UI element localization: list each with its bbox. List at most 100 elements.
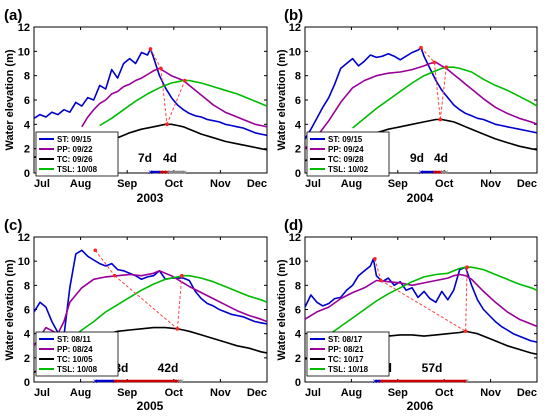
y-tick-label: 10 bbox=[289, 256, 301, 268]
lag-cross-marker: × bbox=[373, 377, 378, 386]
y-tick-label: 0 bbox=[295, 168, 301, 180]
peak-connector bbox=[433, 62, 441, 120]
panel-2005: (c) Water elevation (m) 0 2 4 6 8 10 12 Jul Aug Sep… bbox=[4, 217, 268, 413]
peak-marker bbox=[93, 248, 98, 253]
lag-label: 4d bbox=[163, 151, 177, 165]
year-label: 2006 bbox=[407, 399, 434, 413]
panel-2003: (a) Water elevation (m) 0 2 4 6 8 10 12 Jul Aug Sep… bbox=[4, 7, 268, 205]
lag-cross-marker: × bbox=[165, 168, 170, 177]
y-tick-label: 10 bbox=[289, 46, 301, 58]
y-tick-label: 4 bbox=[24, 119, 31, 131]
x-tick-label: Oct bbox=[165, 178, 184, 190]
y-tick-label: 2 bbox=[295, 144, 301, 156]
lag-label: 7d bbox=[138, 151, 152, 165]
y-tick-label: 12 bbox=[18, 232, 30, 244]
legend-entry: ST: 09/15 bbox=[328, 135, 363, 144]
year-label: 2003 bbox=[137, 191, 164, 205]
peak-connector bbox=[150, 48, 162, 69]
legend-entry: TSL: 10/18 bbox=[328, 365, 369, 374]
peak-connector bbox=[380, 280, 466, 332]
legend-entry: ST: 08/11 bbox=[57, 335, 91, 344]
legend-entry: TC: 09/26 bbox=[57, 155, 93, 164]
y-tick-label: 8 bbox=[24, 71, 30, 83]
lag-label: 42d bbox=[158, 361, 179, 375]
x-tick-label: Nov bbox=[210, 178, 232, 190]
x-tick-label: Jul bbox=[305, 387, 321, 399]
y-tick-label: 2 bbox=[295, 353, 301, 365]
series-line-1 bbox=[34, 269, 267, 347]
legend-entry: ST: 09/15 bbox=[57, 135, 92, 144]
x-tick-label: Sep bbox=[117, 387, 137, 399]
x-tick-label: Dec bbox=[517, 387, 537, 399]
x-tick-label: Dec bbox=[517, 178, 537, 190]
legend-entry: PP: 09/24 bbox=[328, 145, 364, 154]
peak-connector bbox=[374, 258, 382, 281]
peak-connector bbox=[439, 67, 447, 120]
x-tick-label: Sep bbox=[388, 387, 408, 399]
y-tick-label: 4 bbox=[24, 329, 31, 341]
peak-marker bbox=[463, 329, 468, 334]
y-tick-label: 12 bbox=[289, 22, 301, 34]
series-line-0 bbox=[34, 249, 267, 337]
y-tick-label: 8 bbox=[24, 280, 30, 292]
legend-entry: PP: 09/22 bbox=[57, 145, 93, 154]
x-tick-label: Sep bbox=[117, 178, 137, 190]
x-tick-label: Dec bbox=[247, 387, 267, 399]
peak-marker bbox=[148, 47, 153, 51]
x-tick-label: Jul bbox=[34, 387, 50, 399]
x-tick-label: Nov bbox=[210, 387, 232, 399]
lag-cross-marker: × bbox=[180, 377, 185, 386]
y-tick-label: 0 bbox=[24, 377, 30, 389]
panel-label: (d) bbox=[284, 217, 303, 234]
y-tick-label: 6 bbox=[295, 95, 301, 107]
panel-2004: (b) Water elevation (m) 0 2 4 6 8 10 12 Jul Aug Sep… bbox=[276, 7, 538, 205]
peak-connector bbox=[166, 80, 186, 125]
y-tick-label: 8 bbox=[295, 280, 301, 292]
y-tick-label: 12 bbox=[18, 22, 30, 34]
lag-cross-marker: × bbox=[183, 168, 188, 177]
legend-entry: PP: 08/24 bbox=[57, 345, 93, 354]
plot-area bbox=[34, 248, 267, 374]
peak-marker bbox=[432, 60, 437, 65]
x-tick-label: Aug bbox=[70, 387, 91, 399]
y-axis-label: Water elevation (m) bbox=[276, 259, 288, 360]
peak-connector bbox=[114, 275, 178, 330]
legend-entry: TC: 10/17 bbox=[328, 355, 364, 364]
peak-marker bbox=[419, 45, 423, 50]
lag-label: 57d bbox=[422, 361, 443, 375]
peak-marker bbox=[183, 78, 187, 83]
peak-marker bbox=[165, 122, 169, 127]
lag-cross-marker: × bbox=[159, 168, 164, 177]
panel-2006: (d) Water elevation (m) 0 2 4 6 8 10 12 Jul Aug Sep… bbox=[276, 217, 538, 413]
peak-connector bbox=[176, 275, 183, 329]
y-tick-label: 10 bbox=[18, 46, 30, 58]
lag-label: 9d bbox=[410, 151, 424, 165]
y-axis-label: Water elevation (m) bbox=[4, 49, 16, 150]
lag-cross-marker: × bbox=[444, 168, 449, 177]
y-tick-label: 6 bbox=[24, 95, 30, 107]
y-axis-label: Water elevation (m) bbox=[276, 49, 288, 150]
y-tick-label: 10 bbox=[18, 256, 30, 268]
panel-label: (c) bbox=[4, 217, 22, 234]
lag-cross-marker: × bbox=[175, 377, 180, 386]
legend-entry: TSL: 10/02 bbox=[328, 165, 369, 174]
x-tick-label: Oct bbox=[435, 387, 454, 399]
peak-marker bbox=[180, 273, 184, 278]
x-tick-label: Jul bbox=[34, 178, 50, 190]
peak-marker bbox=[159, 66, 163, 71]
lag-cross-marker: × bbox=[93, 377, 98, 386]
panel-label: (b) bbox=[284, 7, 303, 24]
y-tick-label: 0 bbox=[24, 168, 30, 180]
peak-connector bbox=[420, 47, 435, 63]
lag-cross-marker: × bbox=[432, 168, 437, 177]
x-tick-label: Jul bbox=[305, 178, 321, 190]
x-tick-label: Nov bbox=[480, 178, 502, 190]
y-tick-label: 0 bbox=[295, 377, 301, 389]
legend-entry: ST: 08/17 bbox=[328, 335, 363, 344]
legend-entry: TC: 10/05 bbox=[57, 355, 93, 364]
y-tick-label: 4 bbox=[295, 119, 302, 131]
legend-entry: TC: 09/28 bbox=[328, 155, 364, 164]
